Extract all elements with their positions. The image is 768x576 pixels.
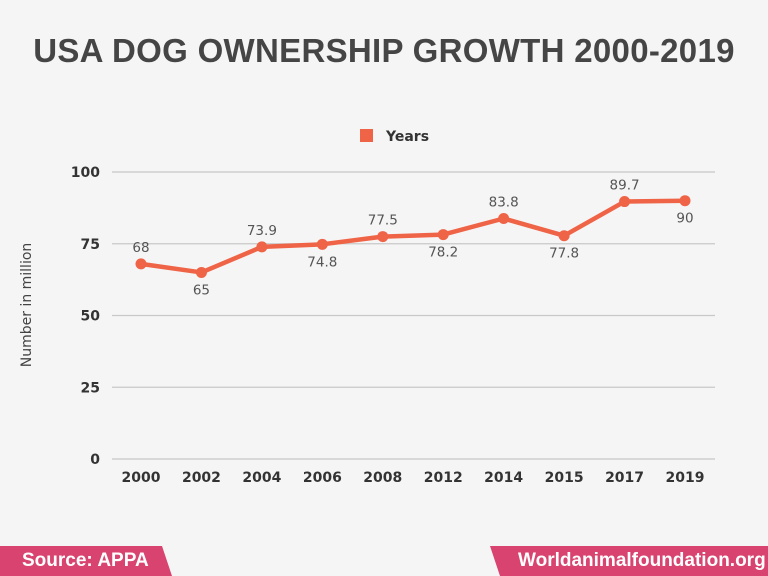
y-tick-label: 0 [90,452,100,468]
data-point [437,229,449,241]
data-label: 77.5 [368,213,398,229]
source-banner: Source: APPA [0,546,172,576]
data-point [256,241,268,253]
chart-title: USA DOG OWNERSHIP GROWTH 2000-2019 [33,32,735,69]
y-tick-label: 75 [81,237,100,253]
data-label: 83.8 [489,194,519,210]
x-tick-label: 2012 [424,470,463,486]
legend-label: Years [385,129,429,145]
x-tick-label: 2014 [484,470,523,486]
data-point [377,231,389,243]
x-tick-label: 2000 [122,470,161,486]
data-label: 74.8 [307,254,337,270]
legend-swatch [360,129,373,142]
x-tick-label: 2019 [666,470,705,486]
data-point [498,212,510,224]
x-tick-label: 2015 [545,470,584,486]
x-tick-label: 2006 [303,470,342,486]
y-axis-label: Number in million [19,243,35,368]
data-point [679,195,691,207]
site-banner: Worldanimalfoundation.org [490,546,768,576]
y-tick-label: 100 [71,165,100,181]
data-label: 89.7 [610,178,640,194]
data-label: 73.9 [247,223,277,239]
data-label: 68 [132,240,149,256]
data-label: 65 [193,282,210,298]
data-point [619,196,631,208]
y-tick-label: 50 [81,309,101,325]
x-tick-label: 2004 [242,470,281,486]
x-tick-label: 2008 [363,470,402,486]
x-tick-label: 2017 [605,470,644,486]
data-label: 78.2 [428,245,458,261]
x-tick-label: 2002 [182,470,221,486]
data-point [558,230,570,242]
series-line [140,198,686,275]
data-label: 90 [676,211,693,227]
data-point [316,238,328,250]
data-point [135,258,147,270]
data-label: 77.8 [549,246,579,262]
y-tick-label: 25 [81,380,100,396]
data-point [195,266,207,278]
